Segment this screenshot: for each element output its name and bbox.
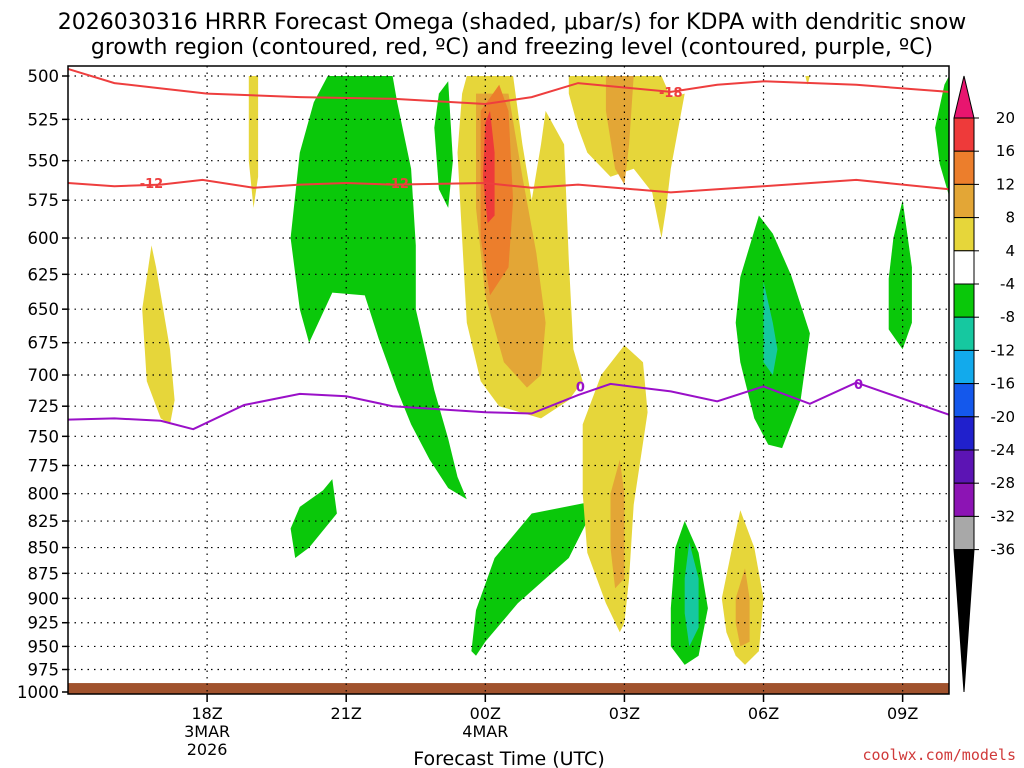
- colorbar-swatch: [953, 250, 975, 285]
- colorbar-swatch: [953, 449, 975, 484]
- omega-lift-green: [434, 81, 453, 208]
- colorbar-swatch: [953, 416, 975, 451]
- colorbar-label: 4: [1005, 242, 1015, 260]
- y-tick-label: 525: [28, 110, 60, 129]
- x-tick-label: 21Z: [331, 704, 362, 723]
- colorbar-top-arrow: [953, 75, 975, 119]
- y-tick-label: 750: [28, 427, 60, 446]
- colorbar: 20 16 12 8 4 -4 -8 -12 -16 -20 -24 -28 -32 -36: [953, 75, 1016, 693]
- colorbar-label: 20: [996, 109, 1015, 127]
- dgz-minus12-contour: [67, 178, 950, 194]
- contour-label: -12: [385, 177, 409, 192]
- x-tick-label: 18Z: [191, 704, 222, 723]
- colorbar-label: 12: [996, 175, 1015, 193]
- contour-label: -18: [659, 86, 683, 101]
- omega-lift-green: [471, 502, 588, 656]
- colorbar-swatch: [953, 316, 975, 351]
- omega-lift-green: [290, 479, 337, 558]
- contour-label: 0: [854, 378, 863, 393]
- colorbar-swatch: [953, 515, 975, 551]
- grid-lines: [68, 66, 949, 692]
- chart-title-line-1: 2026030316 HRRR Forecast Omega (shaded, …: [58, 10, 966, 35]
- y-tick-label: 1000: [17, 683, 59, 702]
- colorbar-label: -12: [991, 341, 1016, 359]
- colorbar-label: -24: [991, 441, 1016, 459]
- colorbar-label: -4: [1000, 275, 1015, 293]
- omega-lift-green: [290, 76, 467, 500]
- x-tick-label: 03Z: [609, 704, 640, 723]
- x-tick-label: 09Z: [887, 704, 918, 723]
- y-tick-label: 850: [28, 539, 60, 558]
- contour-lines: -18 -12 -12 0 0: [67, 67, 950, 431]
- y-tick-label: 575: [28, 191, 60, 210]
- y-tick-label: 650: [28, 300, 60, 319]
- colorbar-swatch: [953, 217, 975, 252]
- omega-sink-orange-light: [610, 459, 625, 589]
- y-tick-label: 825: [28, 512, 60, 531]
- omega-lift-green: [935, 76, 949, 196]
- colorbar-label: -8: [1000, 308, 1015, 326]
- x-date-label: 2026: [187, 740, 228, 759]
- y-axis: 500 525 550 575 600 625 650 675 700 725 750 775 800 8…: [17, 67, 68, 702]
- colorbar-swatch: [953, 482, 975, 517]
- omega-sink-orange-light: [605, 76, 634, 185]
- ground-surface: [68, 683, 949, 694]
- y-tick-label: 625: [28, 265, 60, 284]
- freezing-level-contour: [67, 381, 950, 431]
- y-tick-label: 975: [28, 661, 60, 680]
- omega-sink-yellow: [248, 76, 259, 208]
- y-tick-label: 875: [28, 564, 60, 583]
- y-tick-label: 500: [28, 67, 60, 86]
- ground-layer: [68, 683, 949, 694]
- omega-lift-teal: [684, 542, 699, 647]
- y-tick-label: 800: [28, 485, 60, 504]
- plot-frame: [67, 65, 950, 695]
- colorbar-label: 16: [996, 142, 1015, 160]
- y-tick-label: 700: [28, 366, 60, 385]
- colorbar-swatch: [953, 183, 975, 219]
- colorbar-bottom-arrow: [953, 549, 975, 693]
- colorbar-swatch: [953, 283, 975, 318]
- colorbar-label: -28: [991, 474, 1016, 492]
- x-date-label: 3MAR: [184, 722, 230, 741]
- omega-sink-yellow: [142, 245, 175, 425]
- x-tick-label: 00Z: [470, 704, 501, 723]
- colorbar-label: -16: [991, 375, 1016, 393]
- omega-shading-layer: [142, 76, 949, 665]
- x-axis-label: Forecast Time (UTC): [413, 748, 604, 768]
- y-tick-label: 550: [28, 152, 60, 171]
- contour-label: 0: [576, 380, 585, 395]
- contour-label: -12: [140, 177, 164, 192]
- colorbar-swatch: [953, 383, 975, 418]
- colorbar-label: -20: [991, 408, 1016, 426]
- colorbar-swatch: [953, 117, 975, 152]
- y-tick-label: 725: [28, 397, 60, 416]
- colorbar-label: 8: [1005, 209, 1015, 227]
- omega-sink-yellow: [805, 76, 810, 85]
- y-tick-label: 775: [28, 456, 60, 475]
- y-tick-label: 675: [28, 334, 60, 353]
- y-tick-label: 900: [28, 589, 60, 608]
- x-tick-label: 06Z: [748, 704, 779, 723]
- dgz-minus18-contour: [67, 67, 950, 106]
- omega-sink-orange-light: [735, 568, 750, 647]
- colorbar-label: -36: [991, 541, 1016, 559]
- omega-lift-teal: [763, 281, 778, 375]
- y-tick-label: 925: [28, 614, 60, 633]
- y-tick-label: 600: [28, 229, 60, 248]
- colorbar-swatch: [953, 349, 975, 385]
- y-tick-label: 950: [28, 637, 60, 656]
- chart-title-line-2: growth region (contoured, red, ºC) and f…: [91, 35, 933, 60]
- x-date-label: 4MAR: [462, 722, 508, 741]
- credit-text: coolwx.com/models: [862, 746, 1016, 764]
- colorbar-swatch: [953, 150, 975, 185]
- colorbar-label: -32: [991, 507, 1016, 525]
